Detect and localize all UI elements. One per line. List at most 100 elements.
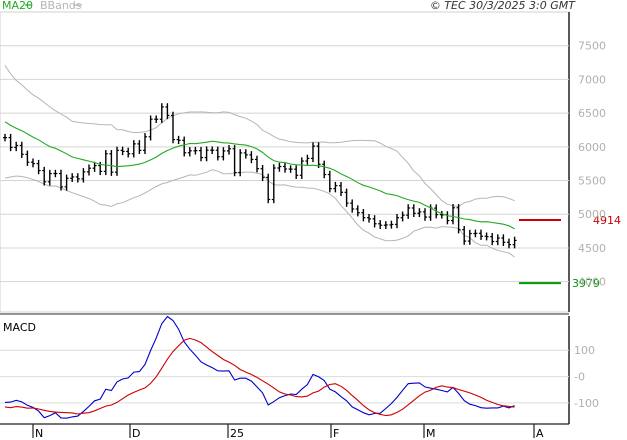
price-bar bbox=[350, 199, 355, 213]
price-bar bbox=[243, 149, 248, 159]
ma20-line bbox=[4, 121, 515, 230]
price-bar bbox=[8, 133, 13, 152]
price-bar bbox=[266, 173, 271, 204]
macd-line bbox=[4, 315, 515, 419]
level-label: 4914 bbox=[593, 214, 621, 227]
price-bar bbox=[507, 238, 511, 249]
level-label: 3979 bbox=[572, 277, 600, 290]
price-bar bbox=[70, 173, 75, 183]
price-bar bbox=[249, 151, 254, 164]
price-bar bbox=[389, 220, 394, 229]
price-bar bbox=[159, 103, 164, 123]
price-bar bbox=[131, 140, 136, 158]
price-bar bbox=[255, 155, 259, 173]
macd-tick-label: 100 bbox=[574, 344, 595, 357]
price-bar bbox=[462, 225, 467, 245]
bollinger-lower-line bbox=[4, 169, 515, 258]
price-bar bbox=[311, 142, 315, 163]
price-bar bbox=[467, 229, 472, 245]
price-tick-label: 5500 bbox=[578, 175, 606, 188]
price-bar bbox=[215, 146, 220, 161]
price-bar bbox=[210, 146, 215, 154]
price-bar bbox=[176, 135, 181, 144]
price-bar bbox=[103, 150, 108, 176]
price-bar bbox=[75, 173, 80, 183]
x-tick-label: M bbox=[426, 427, 436, 440]
price-bar bbox=[154, 115, 159, 123]
price-bar bbox=[411, 204, 416, 218]
price-bar bbox=[383, 221, 388, 229]
macd-grid bbox=[0, 349, 569, 404]
ma20-path bbox=[4, 121, 515, 230]
price-bar bbox=[322, 160, 327, 179]
price-bar bbox=[143, 133, 147, 155]
price-bar bbox=[456, 204, 461, 234]
price-bar bbox=[479, 229, 483, 240]
price-tick-label: 5000 bbox=[578, 208, 606, 221]
price-bar bbox=[137, 140, 142, 155]
macd-tick-label: -0 bbox=[574, 371, 585, 384]
price-grid bbox=[0, 45, 569, 283]
price-bar bbox=[305, 154, 310, 165]
price-bar bbox=[238, 149, 243, 177]
price-bar bbox=[227, 145, 231, 155]
price-bar bbox=[423, 208, 427, 221]
price-bar bbox=[171, 111, 175, 144]
price-bar bbox=[439, 210, 444, 219]
price-bar bbox=[473, 229, 478, 238]
price-tick-label: 6000 bbox=[578, 141, 606, 154]
price-bar bbox=[182, 136, 187, 157]
price-bar bbox=[283, 162, 287, 173]
price-levels: 4914 3979 bbox=[519, 214, 621, 290]
price-bar bbox=[36, 159, 41, 175]
price-bar bbox=[14, 141, 19, 152]
price-bar bbox=[165, 103, 170, 120]
price-bar bbox=[495, 234, 500, 246]
macd-tick-label: -100 bbox=[574, 397, 599, 410]
price-bar bbox=[87, 164, 91, 176]
signal-line bbox=[4, 337, 515, 417]
x-tick-label: F bbox=[333, 427, 339, 440]
price-bar bbox=[294, 165, 299, 179]
price-bar bbox=[372, 215, 377, 228]
macd-panel bbox=[0, 316, 569, 424]
price-bar bbox=[344, 188, 349, 207]
price-bar bbox=[288, 165, 293, 173]
price-bar bbox=[115, 146, 119, 176]
price-bar bbox=[361, 208, 366, 222]
x-tick-label: D bbox=[132, 427, 140, 440]
price-bar bbox=[367, 213, 371, 223]
price-bar bbox=[92, 161, 97, 172]
price-bar bbox=[400, 211, 405, 222]
price-bar bbox=[417, 208, 422, 218]
price-bar bbox=[204, 146, 209, 162]
price-bar bbox=[378, 220, 383, 229]
price-bar bbox=[327, 170, 332, 193]
price-bar bbox=[47, 169, 52, 186]
price-bar bbox=[193, 146, 198, 155]
price-bar bbox=[501, 234, 506, 246]
price-bar bbox=[490, 232, 495, 246]
price-bar bbox=[333, 181, 338, 193]
price-bar bbox=[31, 158, 35, 168]
price-bar bbox=[109, 150, 114, 176]
source-stamp: © TEC 30/3/2025 3:0 GMT bbox=[430, 0, 576, 12]
price-bar bbox=[395, 213, 399, 229]
legend-ma20: MA20 bbox=[2, 0, 33, 12]
bollinger-bands bbox=[4, 65, 515, 258]
price-bar bbox=[512, 236, 517, 249]
price-tick-label: 6500 bbox=[578, 107, 606, 120]
price-tick-label: 7000 bbox=[578, 73, 606, 86]
price-bar bbox=[299, 157, 304, 179]
macd-axis-ticks: 100 -0 -100 bbox=[574, 344, 599, 410]
price-bar bbox=[148, 115, 153, 141]
x-tick-label: A bbox=[536, 427, 544, 440]
price-bar bbox=[355, 205, 360, 217]
price-panel bbox=[0, 11, 570, 313]
price-axis-ticks: 4000 4500 5000 5500 6000 6500 7000 7500 bbox=[578, 40, 606, 289]
price-bar bbox=[221, 147, 226, 161]
price-bar bbox=[277, 162, 282, 172]
price-bar bbox=[451, 204, 455, 225]
price-bar bbox=[19, 141, 24, 159]
macd-title: MACD bbox=[3, 321, 36, 334]
